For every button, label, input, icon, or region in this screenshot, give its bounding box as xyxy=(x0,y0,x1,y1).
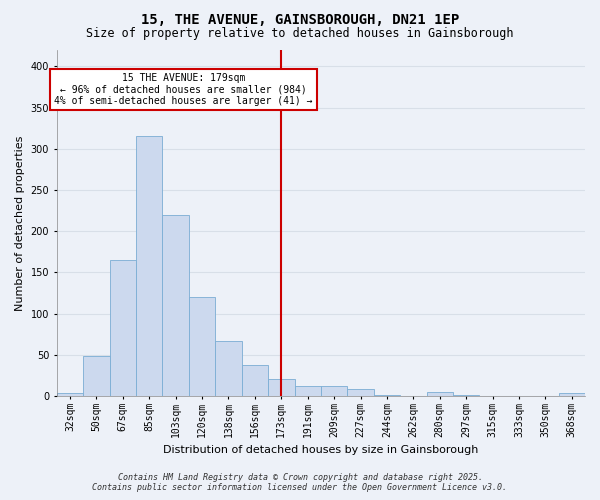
Bar xyxy=(268,380,295,396)
Bar xyxy=(110,260,136,396)
Bar xyxy=(242,364,268,396)
Bar xyxy=(83,356,110,396)
Bar xyxy=(347,390,374,396)
Text: 15 THE AVENUE: 179sqm
← 96% of detached houses are smaller (984)
4% of semi-deta: 15 THE AVENUE: 179sqm ← 96% of detached … xyxy=(55,73,313,106)
Bar xyxy=(295,386,321,396)
Bar xyxy=(559,394,585,396)
Bar xyxy=(374,395,400,396)
Bar xyxy=(321,386,347,396)
Bar xyxy=(136,136,163,396)
Text: Size of property relative to detached houses in Gainsborough: Size of property relative to detached ho… xyxy=(86,28,514,40)
Bar xyxy=(215,340,242,396)
Bar xyxy=(453,395,479,396)
Bar xyxy=(57,392,83,396)
Bar xyxy=(427,392,453,396)
Y-axis label: Number of detached properties: Number of detached properties xyxy=(15,135,25,310)
X-axis label: Distribution of detached houses by size in Gainsborough: Distribution of detached houses by size … xyxy=(163,445,479,455)
Bar xyxy=(163,214,189,396)
Text: 15, THE AVENUE, GAINSBOROUGH, DN21 1EP: 15, THE AVENUE, GAINSBOROUGH, DN21 1EP xyxy=(141,12,459,26)
Bar xyxy=(189,297,215,396)
Text: Contains HM Land Registry data © Crown copyright and database right 2025.
Contai: Contains HM Land Registry data © Crown c… xyxy=(92,473,508,492)
